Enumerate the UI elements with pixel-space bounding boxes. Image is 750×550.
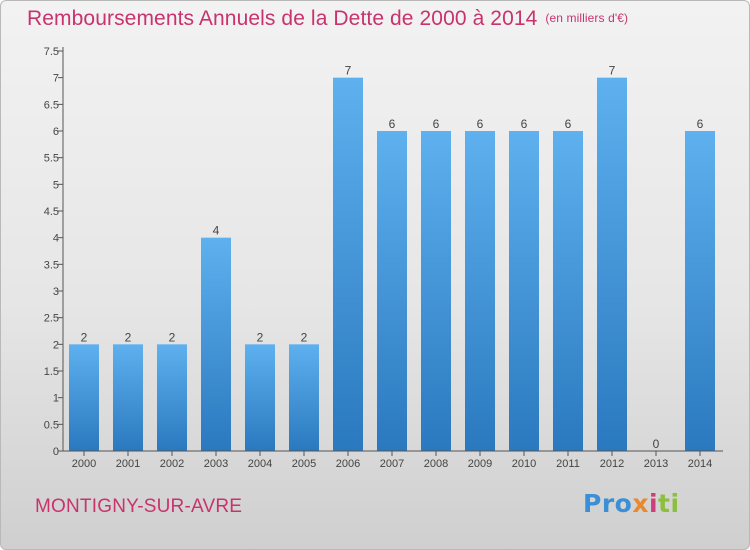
x-tick-label: 2001 (116, 458, 140, 470)
x-tick-label: 2010 (512, 458, 536, 470)
x-tick-label: 2007 (380, 458, 404, 470)
y-tick-label: 3 (53, 286, 59, 298)
bar-value-label: 4 (213, 224, 220, 238)
bar (553, 131, 583, 451)
x-tick-label: 2002 (160, 458, 184, 470)
y-tick-label: 0.5 (44, 419, 59, 431)
x-tick-label: 2013 (644, 458, 668, 470)
x-tick-label: 2006 (336, 458, 360, 470)
x-tick-label: 2009 (468, 458, 492, 470)
bar-value-label: 2 (301, 330, 308, 344)
y-tick-label: 1.5 (44, 366, 59, 378)
bar-value-label: 6 (565, 117, 572, 131)
logo-part-i: i (648, 489, 659, 518)
y-tick-label: 1 (53, 393, 59, 405)
y-axis: 0 0.5 1 1.5 2 2.5 3 3.5 4 4.5 5 5.5 6 6.5 7 7.5 (44, 46, 64, 458)
y-tick-label: 4 (53, 233, 59, 245)
x-axis: 2000 2001 2002 2003 2004 2005 2006 2007 2008 2009… (63, 450, 723, 470)
y-tick-label: 7 (53, 73, 59, 85)
y-tick-label: 6 (53, 126, 59, 138)
y-tick-label: 5 (53, 179, 59, 191)
bar (69, 344, 99, 451)
x-tick-label: 2011 (556, 458, 580, 470)
bar-value-label: 6 (521, 117, 528, 131)
bar-value-label: 2 (169, 330, 176, 344)
bar-value-label: 6 (697, 117, 704, 131)
bar (113, 344, 143, 451)
y-tick-label: 4.5 (44, 206, 59, 218)
bar (685, 131, 715, 451)
bar (289, 344, 319, 451)
logo-part-pro: Pro (583, 489, 633, 518)
proxiti-logo[interactable]: Proxiti (583, 489, 680, 518)
logo-part-x: x (632, 489, 649, 518)
bar-value-label: 0 (653, 437, 660, 451)
bar (201, 237, 231, 451)
chart-title-text: Remboursements Annuels de la Dette de 20… (27, 7, 538, 30)
bar (157, 344, 187, 451)
x-tick-label: 2005 (292, 458, 316, 470)
y-tick-label: 6.5 (44, 99, 59, 111)
y-tick-label: 2.5 (44, 313, 59, 325)
bar-value-label: 6 (477, 117, 484, 131)
bar (245, 344, 275, 451)
bar (377, 131, 407, 451)
bar (509, 131, 539, 451)
bars-group: 2 2 2 4 2 2 7 6 6 6 6 6 7 0 6 (69, 64, 715, 452)
x-tick-label: 2003 (204, 458, 228, 470)
x-tick-label: 2012 (600, 458, 624, 470)
x-tick-label: 2014 (688, 458, 712, 470)
y-tick-label: 7.5 (44, 46, 59, 58)
chart-title: Remboursements Annuels de la Dette de 20… (27, 7, 628, 31)
bar-value-label: 2 (257, 330, 264, 344)
bar-value-label: 6 (389, 117, 396, 131)
y-tick-label: 0 (53, 446, 59, 458)
x-tick-label: 2004 (248, 458, 272, 470)
chart-unit: (en milliers d'€) (545, 11, 629, 25)
bar (421, 131, 451, 451)
y-tick-label: 5.5 (44, 153, 59, 165)
bar (597, 77, 627, 452)
commune-name: MONTIGNY-SUR-AVRE (35, 496, 243, 517)
bar-value-label: 2 (81, 330, 88, 344)
bar-value-label: 7 (345, 64, 352, 78)
bar-value-label: 2 (125, 330, 132, 344)
x-tick-label: 2008 (424, 458, 448, 470)
bar (333, 77, 363, 452)
y-tick-label: 3.5 (44, 259, 59, 271)
bar-value-label: 7 (609, 64, 616, 78)
logo-part-ti: ti (658, 489, 680, 518)
x-tick-label: 2000 (72, 458, 96, 470)
bar-value-label: 6 (433, 117, 440, 131)
y-tick-label: 2 (53, 339, 59, 351)
bar (465, 131, 495, 451)
